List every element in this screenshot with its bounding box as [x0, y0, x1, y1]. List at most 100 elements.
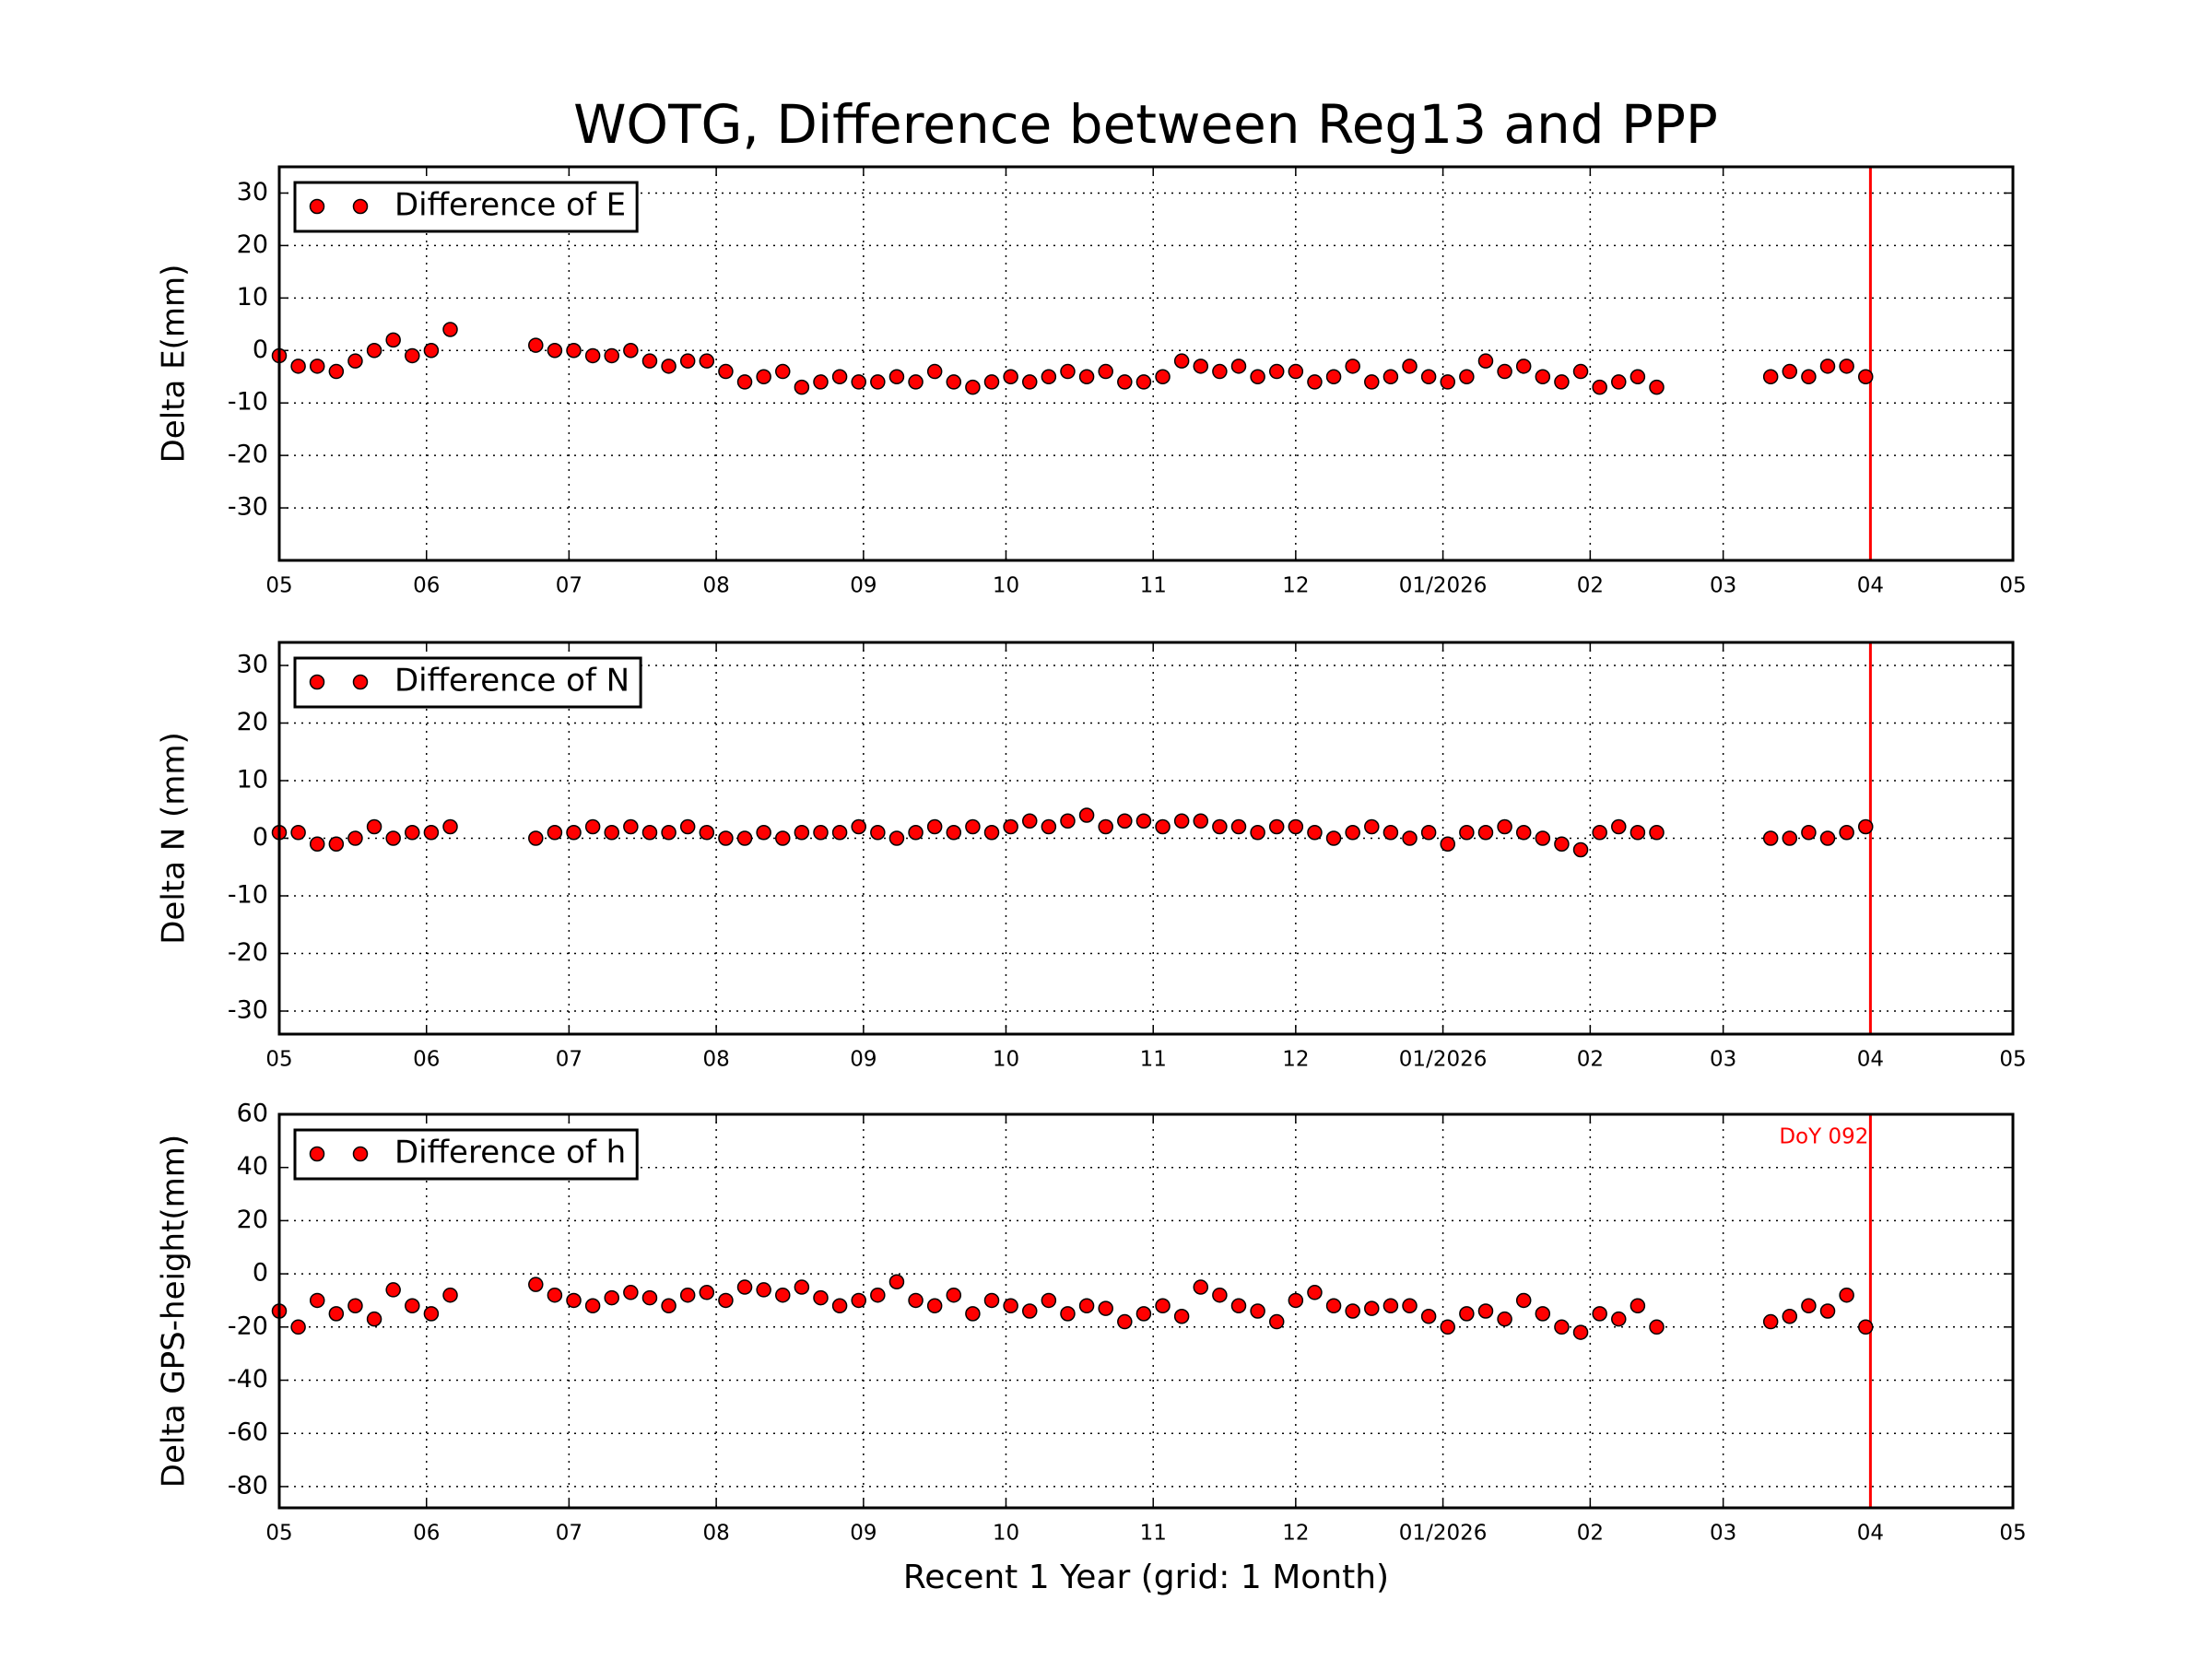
data-point — [1364, 374, 1380, 390]
data-point — [1193, 359, 1209, 374]
data-point — [1402, 359, 1418, 374]
data-point — [1212, 1287, 1228, 1303]
data-point — [813, 1289, 829, 1306]
data-point — [965, 379, 981, 395]
x-tick-label: 10 — [993, 1522, 1019, 1546]
data-point — [1382, 1298, 1399, 1313]
y-tick-label: 30 — [237, 651, 268, 679]
data-point — [1268, 363, 1285, 380]
data-point — [347, 353, 363, 369]
data-point — [679, 353, 696, 369]
data-point — [347, 830, 363, 846]
data-point — [1288, 363, 1304, 380]
data-point — [1611, 818, 1627, 835]
y-axis-label: Delta N (mm) — [156, 732, 193, 945]
data-point — [1325, 830, 1342, 846]
data-point — [528, 337, 544, 353]
data-point — [965, 1306, 981, 1322]
x-tick-label: 10 — [993, 574, 1019, 598]
data-point — [775, 1287, 791, 1303]
data-point — [1477, 1303, 1494, 1319]
x-tick-label: 05 — [265, 1048, 292, 1072]
data-point — [888, 830, 905, 846]
data-point — [423, 1306, 440, 1322]
data-point — [1630, 1298, 1646, 1313]
data-point — [965, 818, 981, 835]
data-point — [604, 825, 619, 841]
data-point — [641, 353, 658, 369]
x-tick-label: 05 — [265, 1522, 292, 1546]
data-point — [1819, 359, 1836, 374]
data-point — [1117, 813, 1133, 829]
data-point — [1003, 818, 1018, 835]
data-point — [736, 1279, 753, 1295]
legend-marker — [309, 674, 325, 690]
data-point — [623, 818, 639, 835]
x-tick-label: 03 — [1710, 1522, 1736, 1546]
data-point — [1801, 1298, 1817, 1313]
data-point — [1515, 359, 1532, 374]
data-point — [1554, 1319, 1570, 1335]
data-point — [566, 825, 582, 841]
data-point — [1535, 369, 1551, 384]
data-point — [442, 818, 458, 835]
data-point — [851, 1292, 866, 1309]
x-tick-label: 06 — [413, 1048, 440, 1072]
x-tick-label: 11 — [1140, 1048, 1167, 1072]
data-point — [1345, 359, 1360, 374]
data-point — [794, 1279, 810, 1295]
x-tick-label: 03 — [1710, 1048, 1736, 1072]
data-point — [908, 825, 924, 841]
data-point — [1041, 369, 1057, 384]
data-point — [870, 1287, 886, 1303]
data-point — [1477, 353, 1494, 369]
data-point — [547, 343, 563, 359]
legend-box — [293, 1128, 639, 1181]
data-point — [1649, 379, 1665, 395]
data-point — [1230, 818, 1247, 835]
data-point — [813, 374, 829, 390]
data-point — [423, 825, 440, 841]
data-point — [528, 830, 544, 846]
data-point — [1497, 1311, 1512, 1327]
y-tick-label: -20 — [228, 1312, 268, 1340]
data-point — [1420, 825, 1437, 841]
x-tick-label: 05 — [1999, 1522, 2026, 1546]
x-tick-label: 06 — [413, 1522, 440, 1546]
data-point — [584, 1298, 601, 1313]
y-tick-label: 10 — [237, 766, 268, 794]
data-point — [870, 825, 886, 841]
data-point — [1060, 813, 1076, 829]
x-tick-label: 04 — [1857, 1522, 1884, 1546]
y-tick-label: 20 — [237, 708, 268, 736]
data-point — [888, 1274, 905, 1290]
legend-marker — [309, 198, 325, 215]
data-point — [679, 1287, 696, 1303]
data-point — [756, 369, 771, 384]
x-tick-label: 02 — [1577, 1522, 1604, 1546]
x-tick-label: 08 — [702, 574, 729, 598]
data-point — [699, 1285, 715, 1300]
data-point — [604, 1289, 619, 1306]
data-point — [309, 1292, 325, 1309]
data-point — [1250, 825, 1265, 841]
x-tick-label: 09 — [850, 1048, 877, 1072]
data-point — [328, 1306, 345, 1322]
data-point — [405, 1298, 420, 1313]
data-point — [547, 1287, 563, 1303]
y-tick-label: 40 — [237, 1152, 268, 1181]
x-tick-label: 07 — [556, 1522, 582, 1546]
data-point — [1003, 369, 1018, 384]
data-point — [1325, 369, 1342, 384]
data-point — [385, 332, 401, 348]
data-point — [1098, 363, 1113, 380]
data-point — [1572, 363, 1589, 380]
x-tick-label: 05 — [265, 574, 292, 598]
y-tick-label: -10 — [228, 388, 268, 417]
x-axis-label: Recent 1 Year (grid: 1 Month) — [903, 1559, 1389, 1596]
data-point — [1611, 374, 1627, 390]
data-point — [641, 1289, 658, 1306]
x-tick-label: 04 — [1857, 1048, 1884, 1072]
x-tick-label: 07 — [556, 574, 582, 598]
